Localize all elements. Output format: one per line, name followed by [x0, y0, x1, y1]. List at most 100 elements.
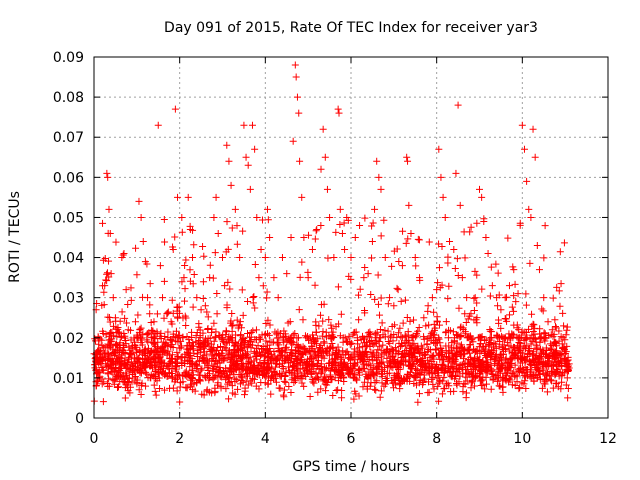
data-point [441, 384, 449, 392]
data-point [225, 348, 233, 356]
data-point [293, 360, 301, 368]
data-point [222, 376, 230, 384]
data-point [373, 377, 381, 385]
data-point [444, 259, 452, 267]
data-point [131, 318, 139, 326]
y-tick-label: 0.04 [53, 251, 84, 267]
data-point [347, 354, 355, 362]
data-point [458, 274, 466, 282]
data-point [118, 308, 126, 316]
data-point [140, 347, 148, 355]
data-point [173, 307, 181, 315]
data-point [167, 318, 175, 326]
data-point [559, 309, 567, 317]
data-point [105, 257, 113, 265]
data-point [326, 371, 334, 379]
data-point [102, 276, 110, 284]
data-point [281, 330, 289, 338]
data-point [317, 360, 325, 368]
data-point [126, 383, 134, 391]
data-point [266, 321, 274, 329]
data-point [416, 274, 424, 282]
x-tick-label: 4 [261, 431, 270, 447]
data-point [322, 373, 330, 381]
data-point [445, 282, 453, 290]
data-point [210, 363, 218, 371]
data-point [550, 349, 558, 357]
data-point [387, 358, 395, 366]
data-point [311, 348, 319, 356]
data-point [557, 333, 565, 341]
y-tick-label: 0.07 [53, 130, 84, 146]
data-point [276, 352, 284, 360]
data-point [411, 254, 419, 262]
data-point [511, 280, 519, 288]
data-point [367, 291, 375, 299]
data-point [470, 307, 478, 315]
data-point [315, 322, 323, 330]
data-point [468, 335, 476, 343]
data-point [551, 338, 559, 346]
y-axis-label: ROTI / TECUs [7, 191, 23, 283]
data-point [134, 364, 142, 372]
data-point [137, 381, 145, 389]
data-point [560, 239, 568, 247]
data-point [414, 357, 422, 365]
data-point [451, 334, 459, 342]
data-point [298, 258, 306, 266]
data-point [278, 254, 286, 262]
data-point [492, 344, 500, 352]
data-point [139, 330, 147, 338]
data-point [168, 373, 176, 381]
data-point [428, 328, 436, 336]
data-point [456, 201, 464, 209]
data-point [533, 242, 541, 250]
data-point [425, 238, 433, 246]
data-point [199, 278, 207, 286]
data-point [444, 358, 452, 366]
data-point [476, 370, 484, 378]
data-point [286, 369, 294, 377]
data-point [336, 332, 344, 340]
data-point [104, 370, 112, 378]
data-point [439, 193, 447, 201]
data-point [203, 387, 211, 395]
data-point [562, 366, 570, 374]
data-point [137, 339, 145, 347]
data-point [202, 335, 210, 343]
data-point [414, 327, 422, 335]
data-point [322, 333, 330, 341]
data-point [293, 93, 301, 101]
data-point [96, 354, 104, 362]
data-point [312, 328, 320, 336]
data-point [396, 324, 404, 332]
data-point [540, 294, 548, 302]
data-point [376, 325, 384, 333]
data-point [182, 371, 190, 379]
data-point [367, 362, 375, 370]
data-point [135, 197, 143, 205]
data-point [553, 342, 561, 350]
data-point [563, 326, 571, 334]
data-point [246, 185, 254, 193]
data-point [249, 299, 257, 307]
data-point [111, 314, 119, 322]
data-point [390, 247, 398, 255]
data-point [220, 354, 228, 362]
data-point [426, 370, 434, 378]
data-point [205, 370, 213, 378]
data-point [96, 346, 104, 354]
data-point [173, 372, 181, 380]
data-point [534, 358, 542, 366]
data-point [368, 254, 376, 262]
data-point [496, 382, 504, 390]
data-point [234, 347, 242, 355]
data-point [530, 377, 538, 385]
data-point [458, 343, 466, 351]
data-point [200, 354, 208, 362]
data-point [350, 395, 358, 403]
data-point [262, 337, 270, 345]
data-point [344, 338, 352, 346]
data-point [99, 398, 107, 406]
data-point [415, 390, 423, 398]
